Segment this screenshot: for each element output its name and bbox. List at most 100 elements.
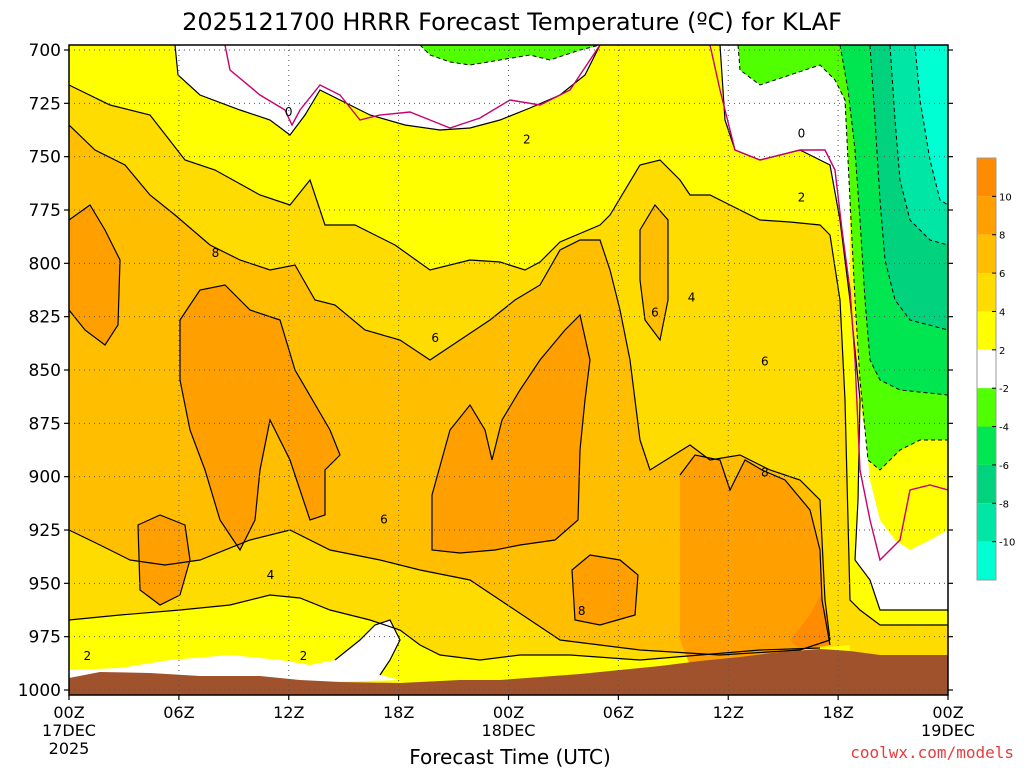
contour-label: 6 — [761, 355, 769, 369]
colorbar-label: 2 — [999, 346, 1005, 357]
contour-line-6-low — [69, 529, 831, 656]
negative-contour-2 — [839, 45, 948, 396]
freezing-contour — [224, 45, 948, 562]
contour-label: 8 — [761, 466, 769, 480]
band-neg2-2-upper — [175, 45, 600, 135]
band-10-12 — [790, 595, 830, 650]
contour-line-b — [179, 284, 341, 552]
contour-line-f — [679, 454, 831, 646]
contour-label: 2 — [83, 649, 91, 663]
x-tick-label: 18Z — [383, 703, 414, 722]
colorbar-swatch — [977, 196, 996, 235]
negative-contours — [419, 45, 948, 471]
contour-label: 8 — [578, 604, 586, 618]
x-tick-label: 12Z — [273, 703, 304, 722]
x-tick-date: 19DEC — [921, 721, 975, 740]
contour-label: 4 — [267, 568, 275, 582]
colorbar-label: 8 — [999, 231, 1005, 242]
freezing-line-right — [709, 45, 948, 562]
colorbar-label: -2 — [999, 384, 1009, 395]
colorbar-swatch — [977, 158, 996, 197]
colorbar-label: -10 — [999, 538, 1015, 549]
contour-label: 2 — [300, 649, 308, 663]
contour-labels: 0 2 2 4 6 8 6 2 8 6 4 6 8 0 2 — [83, 105, 806, 663]
band-8-10-b — [180, 285, 340, 550]
x-tick-label: 00Z — [493, 703, 524, 722]
y-tick-label: 700 — [29, 41, 61, 61]
colorbar-swatch — [977, 464, 996, 504]
y-tick-label: 925 — [29, 521, 61, 541]
contour-label: 6 — [431, 331, 439, 345]
x-tick-label: 06Z — [163, 703, 194, 722]
x-tick-label: 12Z — [713, 703, 744, 722]
colorbar-swatch — [977, 311, 996, 350]
band-8-10-e — [572, 555, 638, 625]
contour-label: 4 — [688, 291, 696, 305]
colorbar-swatch — [977, 541, 996, 580]
credit-text: coolwx.com/models — [850, 743, 1014, 762]
contour-line-a — [69, 204, 121, 346]
colorbar-label: 4 — [999, 307, 1005, 318]
band-neg2-2-upper-right — [720, 45, 948, 610]
y-tick-label: 825 — [29, 308, 61, 328]
colorbar-swatch — [977, 349, 996, 389]
negative-contour-5 — [914, 45, 948, 206]
band-8-10-c — [138, 515, 190, 605]
colorbar-swatch — [977, 273, 996, 312]
freezing-line-left — [224, 45, 601, 129]
contour-label: 8 — [212, 246, 220, 260]
contour-label: 0 — [798, 126, 806, 140]
contour-line-e — [571, 554, 639, 626]
y-tick-label: 875 — [29, 414, 61, 434]
contour-line-4 — [69, 124, 831, 641]
y-tick-label: 775 — [29, 201, 61, 221]
negative-contour-4 — [889, 45, 948, 246]
colorbar-swatch — [977, 388, 996, 427]
x-tick-label: 00Z — [53, 703, 84, 722]
band-6-8-peak — [640, 205, 668, 340]
y-tick-label: 975 — [29, 628, 61, 648]
colorbar-frame — [976, 157, 997, 581]
contour-label: 6 — [380, 512, 388, 526]
colorbar-label: -4 — [999, 423, 1009, 434]
chart-title: 2025121700 HRRR Forecast Temperature (ºC… — [182, 8, 842, 36]
band-neg2-2-ground — [69, 620, 400, 690]
y-tick-label: 850 — [29, 361, 61, 381]
contour-label: 2 — [798, 190, 806, 204]
colorbar-label: -6 — [999, 461, 1009, 472]
x-tick-date: 17DEC — [42, 721, 96, 740]
contour-line-near-ground — [69, 594, 821, 661]
band-neg12-neg10 — [915, 45, 948, 205]
x-axis-label: Forecast Time (UTC) — [409, 745, 611, 768]
colorbar-swatch — [977, 503, 996, 542]
x-tick-label: 06Z — [603, 703, 634, 722]
contour-line-upper-0 — [174, 45, 601, 136]
band-8-10-f — [680, 455, 830, 665]
contour-label: 0 — [285, 105, 293, 119]
contour-label: 2 — [523, 133, 531, 147]
colorbar-swatch — [977, 234, 996, 274]
contour-line-peak — [639, 203, 669, 342]
x-tick-date: 18DEC — [482, 721, 536, 740]
contour-lines — [69, 45, 948, 676]
y-tick-label: 750 — [29, 148, 61, 168]
y-tick-label: 800 — [29, 254, 61, 274]
contour-line-c — [137, 514, 191, 606]
colorbar-label: -8 — [999, 499, 1009, 510]
x-tick-label: 00Z — [932, 703, 963, 722]
x-tick-year: 2025 — [49, 739, 90, 758]
band-8-10-a — [69, 205, 120, 345]
colorbar-swatch — [977, 426, 996, 465]
x-tick-label: 18Z — [822, 703, 853, 722]
band-8-10-d — [432, 315, 590, 553]
contour-label: 6 — [651, 306, 659, 320]
y-tick-label: 950 — [29, 574, 61, 594]
colorbar: 10 8 6 4 2 -2 -4 -6 -8 -10 — [976, 157, 1015, 581]
band-6-8-left — [69, 125, 830, 655]
contour-line-d — [431, 313, 591, 554]
colorbar-label: 6 — [999, 269, 1005, 280]
negative-contour-top — [419, 45, 601, 66]
